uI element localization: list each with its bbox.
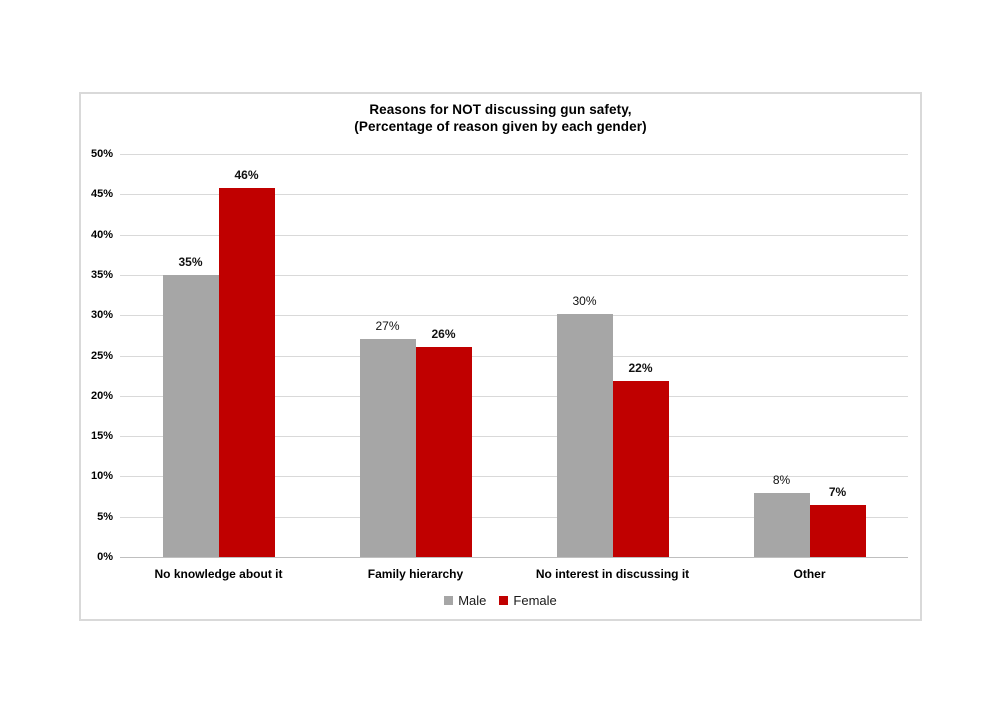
bar-value-label-female-2: 26% bbox=[431, 327, 456, 342]
gridline bbox=[120, 476, 908, 478]
bar-value-label-female-1: 46% bbox=[234, 167, 259, 182]
x-axis-line bbox=[120, 557, 908, 558]
legend-item-female: Female bbox=[499, 593, 557, 608]
gridline bbox=[120, 436, 908, 438]
chart-title: Reasons for NOT discussing gun safety, (… bbox=[79, 101, 922, 135]
chart-legend: Male Female bbox=[79, 593, 922, 608]
bar-female-2 bbox=[415, 347, 472, 557]
gridline bbox=[120, 315, 908, 317]
category-label: No knowledge about it bbox=[154, 567, 283, 581]
legend-label-male: Male bbox=[458, 593, 487, 608]
bar-value-label-female-4: 7% bbox=[828, 484, 847, 499]
chart-title-line1: Reasons for NOT discussing gun safety, bbox=[369, 102, 632, 117]
gridline bbox=[120, 234, 908, 236]
y-tick-label: 5% bbox=[97, 510, 113, 523]
y-tick-label: 15% bbox=[90, 430, 113, 443]
category-label: No interest in discussing it bbox=[535, 567, 690, 581]
bar-male-1 bbox=[162, 274, 219, 557]
y-tick-label: 20% bbox=[90, 389, 113, 402]
category-label: Other bbox=[793, 567, 826, 581]
bar-value-label-male-1: 35% bbox=[178, 254, 203, 269]
y-tick-label: 25% bbox=[90, 349, 113, 362]
gridline bbox=[120, 274, 908, 276]
chart-title-line2: (Percentage of reason given by each gend… bbox=[354, 119, 647, 134]
y-tick-label: 40% bbox=[90, 228, 113, 241]
gridline bbox=[120, 154, 908, 155]
legend-swatch-female bbox=[499, 596, 509, 605]
bar-value-label-male-3: 30% bbox=[572, 293, 597, 308]
bar-female-4 bbox=[809, 504, 866, 557]
legend-label-female: Female bbox=[513, 593, 557, 608]
bar-value-label-female-3: 22% bbox=[628, 361, 653, 376]
gridline bbox=[120, 395, 908, 397]
legend-swatch-male bbox=[444, 596, 454, 605]
bar-female-1 bbox=[218, 187, 275, 557]
y-tick-label: 0% bbox=[97, 551, 113, 563]
bar-female-3 bbox=[612, 381, 669, 557]
bar-male-3 bbox=[556, 313, 613, 557]
y-tick-label: 30% bbox=[90, 309, 113, 322]
y-tick-label: 10% bbox=[90, 470, 113, 483]
gridline bbox=[120, 516, 908, 518]
gridline bbox=[120, 194, 908, 196]
category-label: Family hierarchy bbox=[367, 567, 464, 581]
bar-male-4 bbox=[753, 492, 810, 557]
gridline bbox=[120, 355, 908, 357]
y-tick-label: 45% bbox=[90, 188, 113, 201]
bar-value-label-male-4: 8% bbox=[772, 472, 791, 487]
bar-value-label-male-2: 27% bbox=[375, 319, 400, 334]
bar-male-2 bbox=[359, 339, 416, 557]
y-tick-label: 50% bbox=[90, 148, 113, 160]
legend-item-male: Male bbox=[444, 593, 486, 608]
y-tick-label: 35% bbox=[90, 268, 113, 281]
